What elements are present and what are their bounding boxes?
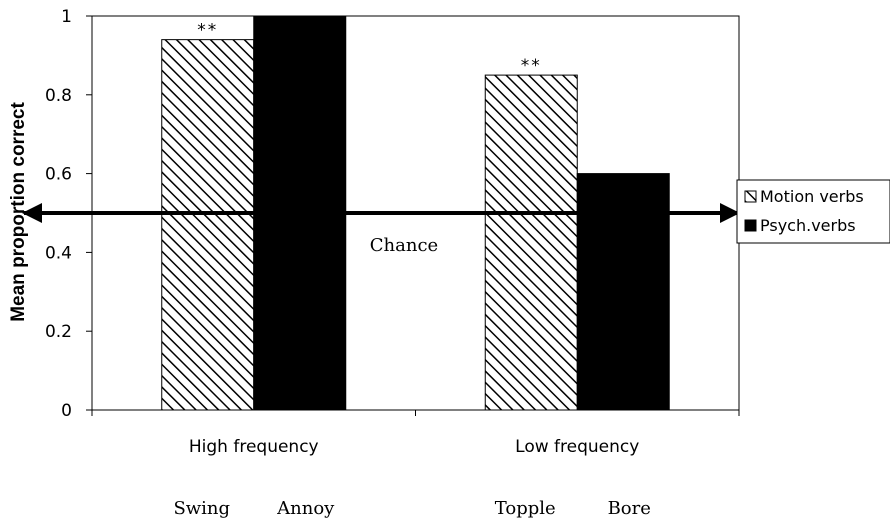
legend: Motion verbs Psych.verbs <box>736 179 890 244</box>
legend-swatch-psych-verbs <box>744 219 757 232</box>
y-tick-label: 1 <box>61 7 72 27</box>
bar <box>484 74 578 411</box>
y-tick-label: 0.2 <box>45 322 72 342</box>
y-axis: 0 0.2 0.4 0.6 0.8 1 <box>45 7 92 421</box>
verb-label: Swing <box>173 498 230 519</box>
legend-label-motion-verbs: Motion verbs <box>760 187 864 206</box>
verb-label: Annoy <box>276 498 335 519</box>
chance-label: Chance <box>370 235 438 256</box>
y-tick-label: 0.4 <box>45 243 72 263</box>
bar <box>576 173 670 411</box>
y-tick-label: 0.6 <box>45 165 72 185</box>
legend-swatch-motion-verbs <box>744 190 757 203</box>
annotations: ** ** <box>197 21 542 76</box>
x-category-label: Low frequency <box>515 437 639 457</box>
verb-label: Bore <box>608 498 651 519</box>
significance-label: ** <box>521 56 542 76</box>
significance-label: ** <box>197 21 218 41</box>
verb-label: Topple <box>495 498 556 519</box>
legend-box <box>736 179 890 244</box>
y-tick-label: 0.8 <box>45 86 72 106</box>
chance-line: Chance <box>22 203 740 256</box>
x-category-label: High frequency <box>189 437 319 457</box>
bar <box>161 39 255 411</box>
y-tick-label: 0 <box>61 401 72 421</box>
x-axis: High frequency Low frequency Swing Annoy Top… <box>91 410 740 519</box>
y-axis-title: Mean proportion correct <box>8 102 29 322</box>
legend-label-psych-verbs: Psych.verbs <box>760 216 856 235</box>
